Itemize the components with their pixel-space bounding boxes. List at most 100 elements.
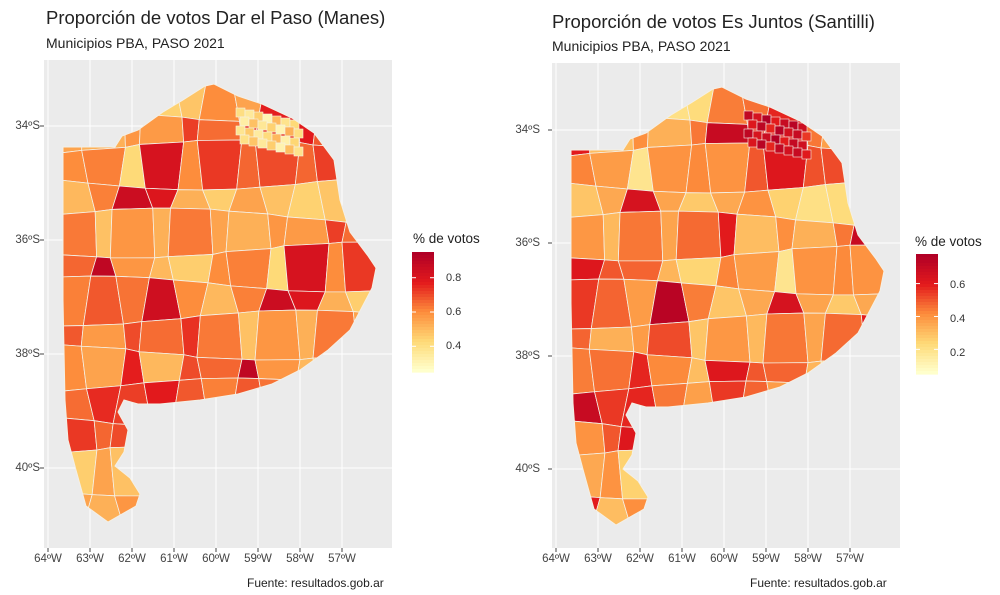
municipio-shape bbox=[733, 213, 780, 256]
municipio-shape bbox=[704, 359, 751, 383]
colorbar-segment bbox=[916, 305, 938, 309]
x-tick-label: 61ºW bbox=[668, 553, 696, 565]
municipio-shape bbox=[571, 257, 606, 281]
colorbar-segment bbox=[916, 308, 938, 312]
municipio-shape bbox=[617, 210, 664, 262]
colorbar-segment bbox=[916, 365, 938, 369]
municipio-shape bbox=[239, 116, 250, 127]
colorbar-segment bbox=[916, 290, 938, 294]
colorbar-segment bbox=[412, 357, 434, 361]
municipio-shape bbox=[631, 324, 651, 356]
municipio-shape bbox=[266, 122, 277, 133]
municipio-shape bbox=[756, 139, 767, 150]
colorbar-segment bbox=[412, 318, 434, 322]
colorbar-segment bbox=[916, 320, 938, 324]
colorbar-segment bbox=[412, 360, 434, 364]
colorbar-segment bbox=[412, 369, 434, 373]
municipio-shape bbox=[747, 119, 758, 130]
colorbar-segment bbox=[916, 329, 938, 333]
colorbar-segment bbox=[412, 300, 434, 304]
colorbar-segment bbox=[412, 312, 434, 316]
municipio-shape bbox=[704, 142, 751, 194]
municipio-shape bbox=[266, 140, 277, 151]
colorbar-segment bbox=[412, 366, 434, 370]
colorbar-segment bbox=[916, 356, 938, 360]
municipio-shape bbox=[791, 246, 838, 296]
municipio-shape bbox=[81, 146, 126, 187]
legend-tick-label: 0.6 bbox=[446, 306, 462, 318]
colorbar-segment bbox=[412, 297, 434, 301]
municipio-shape bbox=[791, 219, 838, 250]
municipio-shape bbox=[235, 125, 246, 136]
colorbar-segment bbox=[916, 278, 938, 282]
colorbar-segment bbox=[412, 279, 434, 283]
municipio-shape bbox=[783, 127, 794, 138]
x-tick-label: 60ºW bbox=[202, 553, 230, 565]
colorbar-segment bbox=[916, 311, 938, 315]
colorbar-segment bbox=[916, 371, 938, 375]
colorbar-segment bbox=[412, 306, 434, 310]
colorbar-segment bbox=[916, 275, 938, 279]
municipio-shape bbox=[196, 312, 243, 360]
colorbar-segment bbox=[916, 281, 938, 285]
municipio-shape bbox=[588, 348, 635, 393]
colorbar-segment bbox=[916, 293, 938, 297]
legend-tick-label: 0.6 bbox=[950, 279, 966, 291]
x-tick-label: 60ºW bbox=[710, 553, 738, 565]
colorbar-segment bbox=[412, 324, 434, 328]
colorbar-segment bbox=[412, 291, 434, 295]
y-tick-label: 34ºS bbox=[515, 124, 540, 136]
province-outline bbox=[570, 86, 885, 526]
colorbar-segment bbox=[412, 309, 434, 313]
municipio-shape bbox=[675, 257, 722, 287]
colorbar-segment bbox=[916, 263, 938, 267]
municipio-shape bbox=[801, 149, 812, 160]
colorbar-segment bbox=[412, 276, 434, 280]
municipio-shape bbox=[283, 243, 330, 293]
colorbar-segment bbox=[916, 347, 938, 351]
x-tick-label: 62ºW bbox=[626, 553, 654, 565]
colorbar-segment bbox=[916, 287, 938, 291]
colorbar-segment bbox=[916, 260, 938, 264]
municipio-shape bbox=[257, 138, 268, 149]
colorbar-segment bbox=[412, 288, 434, 292]
x-tick-label: 63ºW bbox=[584, 553, 612, 565]
municipio-shape bbox=[138, 141, 185, 191]
colorbar-segment bbox=[412, 273, 434, 277]
municipio-shape bbox=[152, 207, 171, 259]
municipio-shape bbox=[239, 134, 250, 145]
colorbar-segment bbox=[412, 327, 434, 331]
y-tick-label: 40ºS bbox=[15, 462, 40, 474]
map-subtitle: Municipios PBA, PASO 2021 bbox=[552, 38, 731, 54]
legend-colorbar bbox=[412, 252, 434, 373]
legend-tick-label: 0.2 bbox=[950, 347, 966, 359]
legend-tick-label: 0.4 bbox=[446, 340, 462, 352]
x-tick-label: 64ºW bbox=[542, 553, 570, 565]
municipio-shape bbox=[783, 145, 794, 156]
municipio-shape bbox=[765, 123, 776, 134]
colorbar-segment bbox=[916, 284, 938, 288]
y-tick-label: 36ºS bbox=[15, 234, 40, 246]
municipio-shape bbox=[235, 107, 246, 118]
colorbar-segment bbox=[412, 315, 434, 319]
x-tick-label: 63ºW bbox=[76, 553, 104, 565]
colorbar-segment bbox=[916, 326, 938, 330]
colorbar-segment bbox=[916, 359, 938, 363]
colorbar-segment bbox=[916, 323, 938, 327]
colorbar-segment bbox=[412, 294, 434, 298]
colorbar-segment bbox=[916, 314, 938, 318]
municipio-shape bbox=[109, 207, 156, 259]
colorbar-segment bbox=[412, 348, 434, 352]
y-tick-label: 38ºS bbox=[515, 350, 540, 362]
municipio-shape bbox=[248, 118, 259, 129]
colorbar-segment bbox=[412, 252, 434, 256]
legend-title: % de votos bbox=[915, 234, 982, 249]
legend-title: % de votos bbox=[413, 231, 480, 246]
x-tick-label: 59ºW bbox=[244, 553, 272, 565]
colorbar-segment bbox=[412, 255, 434, 259]
municipio-shape bbox=[762, 312, 809, 364]
municipio-shape bbox=[704, 122, 751, 144]
municipio-shape bbox=[774, 143, 785, 154]
municipio-shape bbox=[660, 210, 679, 262]
colorbar-segment bbox=[412, 285, 434, 289]
